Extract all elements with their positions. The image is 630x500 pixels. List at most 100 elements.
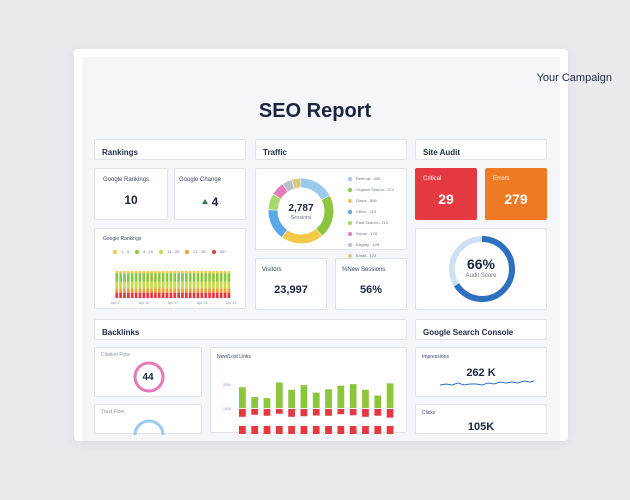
rank-bar-segment	[192, 288, 196, 293]
rank-bar-segment	[177, 271, 180, 274]
rank-bar-segment	[130, 281, 134, 289]
new-links-bar	[275, 382, 283, 408]
rank-bar-segment	[127, 281, 130, 289]
rank-bar-segment	[185, 271, 188, 274]
rank-bar-segment	[134, 292, 138, 298]
rank-bar-segment	[127, 292, 130, 298]
rank-bar-segment	[215, 288, 219, 293]
rank-bar-segment	[154, 292, 157, 298]
rank-bar-segment	[192, 273, 196, 282]
rank-bar-segment	[169, 273, 173, 282]
rank-bar-segment	[119, 273, 122, 282]
rank-bar-segment	[119, 288, 122, 293]
rank-bar-segment	[173, 271, 177, 274]
lost-links-bar	[288, 409, 295, 417]
lost-links-bar	[300, 426, 308, 434]
new-sessions-label: %New Sessions	[342, 267, 386, 273]
rank-bar-segment	[115, 292, 119, 298]
rank-bar-segment	[138, 281, 142, 289]
lost-links-bar	[312, 409, 320, 416]
rankings-header: Rankings	[94, 139, 246, 160]
traffic-legend-item: Display - 128	[348, 239, 394, 250]
gsc-title: Google Search Console	[423, 328, 514, 337]
new-links-bar	[337, 385, 345, 408]
rank-bar-segment	[227, 288, 231, 293]
lost-links-bar	[337, 426, 345, 434]
rank-chart-title: Google Rankings	[103, 236, 142, 242]
rank-bar-segment	[154, 273, 157, 282]
rank-bar-segment	[177, 281, 180, 289]
traffic-slice	[268, 178, 334, 244]
rank-bar-segment	[134, 288, 138, 293]
rank-bar-segment	[223, 271, 227, 274]
rank-bar-segment	[165, 271, 169, 274]
impressions-card: Impressions 262 K	[415, 347, 547, 397]
google-change-label: Google Change	[179, 177, 222, 183]
rank-bar-segment	[154, 271, 157, 274]
rank-bar-segment	[188, 271, 192, 274]
rank-bar-segment	[192, 281, 196, 289]
rank-bar-segment	[142, 271, 146, 274]
traffic-header: Traffic	[255, 139, 407, 160]
visitors-value: 23,997	[274, 284, 308, 296]
rank-bar-segment	[188, 288, 192, 293]
rank-bar-segment	[219, 281, 223, 289]
rank-bar-segment	[130, 271, 134, 274]
audit-score-label: Audit Score	[465, 273, 497, 279]
lost-links-bar	[325, 426, 332, 434]
rank-bar-segment	[204, 292, 208, 298]
rank-bar-segment	[212, 292, 215, 298]
rank-bar-segment	[196, 273, 200, 282]
rank-bar-segment	[185, 288, 188, 293]
rank-bar-segment	[173, 281, 177, 289]
lost-links-bar	[362, 409, 369, 417]
rank-bar-segment	[200, 281, 204, 289]
rank-bar-segment	[212, 273, 215, 282]
rank-bar-segment	[188, 292, 192, 298]
new-links-bar	[312, 392, 320, 408]
rank-bar-segment	[208, 288, 211, 293]
traffic-slice	[268, 178, 334, 244]
rank-bar-segment	[123, 271, 126, 274]
rank-bar-segment	[219, 288, 223, 293]
errors-value: 279	[504, 191, 528, 207]
new-links-bar	[263, 398, 271, 408]
traffic-slice	[268, 178, 334, 244]
rank-bar-segment	[146, 271, 150, 274]
traffic-sessions-card: 2,787 Sessions Referral - 456 Organic Sea…	[255, 168, 407, 258]
lost-links-bar	[349, 409, 357, 416]
traffic-legend-item: Paid Search - 213	[348, 217, 394, 228]
new-links-bar	[251, 397, 259, 408]
lost-links-bar	[300, 409, 308, 417]
rank-bar-segment	[150, 288, 153, 293]
rank-bar-segment	[181, 271, 184, 274]
rank-bar-segment	[134, 281, 138, 289]
rank-bar-segment	[212, 281, 215, 289]
clicks-card: Clicks 105K	[415, 404, 547, 434]
rank-bar-segment	[208, 273, 211, 282]
rank-bar-segment	[204, 273, 208, 282]
trust-flow-label: Trust Flow	[101, 409, 125, 415]
rank-bar-segment	[200, 273, 204, 282]
rank-bar-segment	[150, 273, 153, 282]
new-lost-links-label: New/Lost Links	[217, 354, 251, 360]
traffic-legend-item: Direct - 556	[348, 195, 394, 206]
rank-bar-segment	[212, 271, 215, 274]
errors-card: Errors 279	[485, 168, 547, 220]
google-rankings-chart-card: Google Rankings 1 - 3 4 - 10 11 - 20 21 - 5…	[94, 228, 246, 309]
critical-value: 29	[438, 191, 454, 207]
lost-links-bar	[312, 426, 320, 434]
rank-bar-segment	[161, 288, 165, 293]
rank-bar-segment	[204, 288, 208, 293]
rank-x-tick: Apr 30	[226, 301, 236, 305]
sessions-value: 2,787	[288, 203, 314, 214]
rank-bar-segment	[142, 288, 146, 293]
rank-bar-segment	[215, 292, 219, 298]
lost-links-bar	[275, 409, 283, 414]
rank-bar-segment	[119, 271, 122, 274]
new-lost-links-card: New/Lost Links 2000 1000	[210, 347, 407, 434]
rank-bar-segment	[157, 292, 161, 298]
audit-score-value: 66%	[466, 256, 496, 272]
rank-bar-segment	[192, 292, 196, 298]
rank-x-tick: Apr 17	[168, 301, 178, 305]
